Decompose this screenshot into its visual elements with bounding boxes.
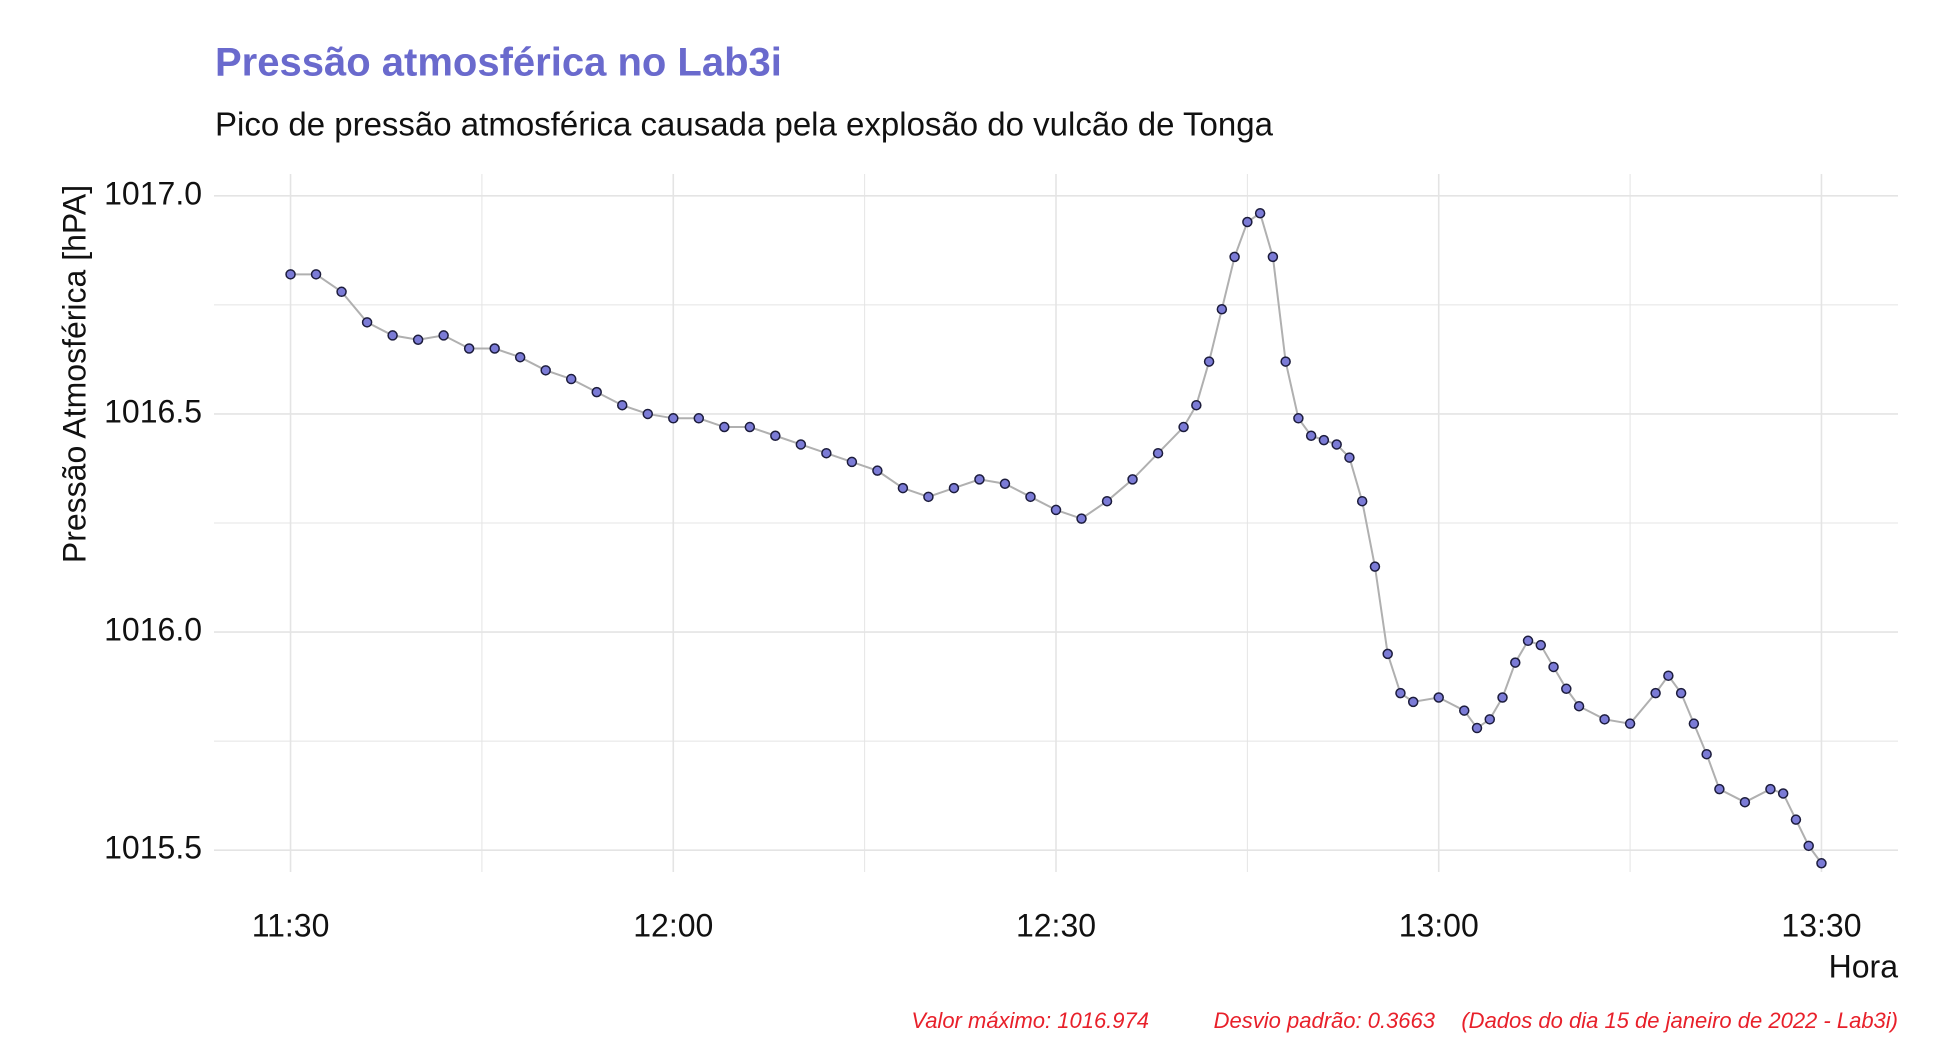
point	[489, 343, 500, 354]
point	[1101, 495, 1113, 507]
y-tick-label: 1016.5	[104, 393, 202, 429]
caption: Valor máximo: 1016.974	[911, 1008, 1149, 1033]
point	[1484, 714, 1496, 725]
point	[1522, 635, 1534, 647]
point	[1816, 858, 1827, 869]
point	[1497, 692, 1508, 703]
point	[1407, 696, 1419, 708]
point	[1573, 700, 1585, 712]
point	[1765, 783, 1776, 795]
point	[514, 351, 526, 363]
point	[1624, 718, 1636, 729]
point	[1395, 687, 1406, 699]
x-tick-label: 13:30	[1781, 907, 1861, 943]
point	[1293, 413, 1304, 424]
point	[412, 334, 424, 346]
point	[463, 343, 475, 354]
point	[1216, 303, 1228, 315]
y-tick-label: 1015.5	[104, 830, 202, 866]
point	[1242, 216, 1253, 228]
point	[1471, 722, 1483, 734]
point	[1548, 661, 1559, 673]
point	[770, 430, 781, 441]
point	[1280, 356, 1291, 367]
point	[1688, 718, 1700, 729]
point	[1191, 399, 1202, 411]
point	[1561, 683, 1572, 695]
point	[1790, 814, 1802, 825]
point	[1714, 783, 1725, 795]
point	[1510, 657, 1521, 668]
point	[668, 413, 679, 424]
point	[821, 447, 832, 459]
x-tick-label: 13:00	[1399, 907, 1479, 943]
point	[285, 269, 296, 280]
point	[693, 413, 705, 424]
point	[1369, 561, 1381, 572]
point	[974, 474, 985, 485]
caption: Desvio padrão: 0.3663	[1214, 1008, 1436, 1033]
point	[1675, 687, 1687, 699]
y-tick-label: 1016.0	[104, 612, 202, 648]
point	[1254, 208, 1266, 219]
chart-subtitle: Pico de pressão atmosférica causada pela…	[215, 106, 1274, 143]
y-tick-label: 1017.0	[104, 175, 202, 211]
point	[1178, 421, 1189, 433]
point	[1267, 251, 1279, 263]
point	[1803, 840, 1814, 852]
point	[795, 439, 807, 450]
point	[1701, 748, 1712, 760]
point	[1229, 251, 1240, 263]
point	[1382, 648, 1393, 660]
point	[361, 317, 373, 328]
point	[1777, 788, 1789, 799]
point	[540, 365, 551, 376]
point	[1318, 434, 1330, 446]
point	[1739, 796, 1751, 808]
point	[1305, 430, 1317, 441]
point	[642, 408, 654, 420]
point	[1599, 714, 1610, 725]
point	[1025, 491, 1036, 503]
point	[1076, 513, 1087, 524]
chart-title: Pressão atmosférica no Lab3i	[215, 41, 782, 85]
caption: (Dados do dia 15 de janeiro de 2022 - La…	[1461, 1008, 1898, 1033]
point	[310, 269, 322, 280]
x-tick-label: 12:00	[633, 907, 713, 943]
point	[1203, 356, 1215, 367]
point	[948, 482, 960, 494]
point	[872, 465, 883, 476]
point	[336, 286, 347, 298]
point	[1650, 687, 1661, 699]
point	[1663, 670, 1674, 681]
point	[1050, 504, 1062, 516]
x-tick-label: 12:30	[1016, 907, 1096, 943]
point	[923, 491, 934, 503]
point	[1331, 439, 1342, 450]
point	[565, 373, 577, 385]
x-tick-label: 11:30	[252, 907, 330, 943]
point	[1344, 452, 1355, 463]
point	[1433, 692, 1444, 703]
point	[744, 421, 756, 433]
point	[1356, 495, 1368, 507]
point	[591, 386, 602, 398]
y-axis-label: Pressão Atmosférica [hPA]	[56, 185, 92, 563]
point	[719, 421, 730, 433]
point	[1152, 447, 1164, 459]
point	[616, 399, 628, 411]
point	[1535, 639, 1547, 651]
x-axis-label: Hora	[1829, 948, 1899, 984]
point	[846, 456, 858, 468]
point	[387, 330, 398, 341]
point	[897, 482, 909, 494]
point	[1458, 705, 1470, 716]
point	[999, 478, 1011, 489]
point	[438, 330, 449, 341]
point	[1127, 474, 1138, 485]
